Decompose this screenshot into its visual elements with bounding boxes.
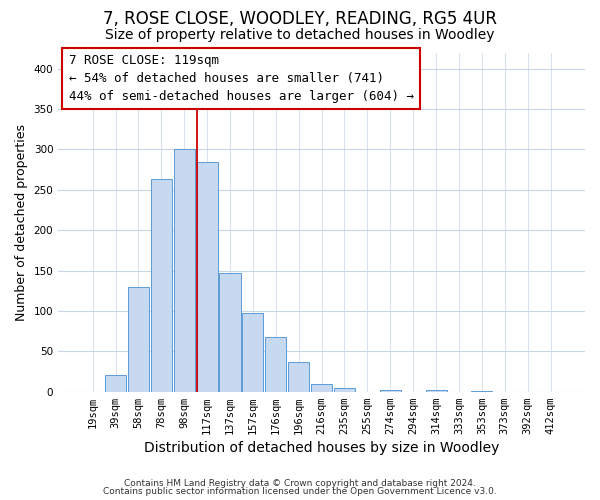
Bar	[128, 286, 149, 392]
Bar	[288, 362, 309, 392]
Text: 7, ROSE CLOSE, WOODLEY, READING, RG5 4UR: 7, ROSE CLOSE, WOODLEY, READING, RG5 4UR	[103, 10, 497, 28]
X-axis label: Distribution of detached houses by size in Woodley: Distribution of detached houses by size …	[144, 441, 499, 455]
Bar	[472, 391, 493, 392]
Bar	[380, 390, 401, 392]
Text: 7 ROSE CLOSE: 119sqm
← 54% of detached houses are smaller (741)
44% of semi-deta: 7 ROSE CLOSE: 119sqm ← 54% of detached h…	[69, 54, 414, 103]
Text: Contains public sector information licensed under the Open Government Licence v3: Contains public sector information licen…	[103, 488, 497, 496]
Bar	[197, 162, 218, 392]
Text: Contains HM Land Registry data © Crown copyright and database right 2024.: Contains HM Land Registry data © Crown c…	[124, 478, 476, 488]
Text: Size of property relative to detached houses in Woodley: Size of property relative to detached ho…	[105, 28, 495, 42]
Bar	[334, 388, 355, 392]
Bar	[220, 273, 241, 392]
Bar	[173, 150, 195, 392]
Bar	[425, 390, 446, 392]
Y-axis label: Number of detached properties: Number of detached properties	[15, 124, 28, 320]
Bar	[242, 312, 263, 392]
Bar	[105, 374, 126, 392]
Bar	[265, 337, 286, 392]
Bar	[311, 384, 332, 392]
Bar	[151, 180, 172, 392]
